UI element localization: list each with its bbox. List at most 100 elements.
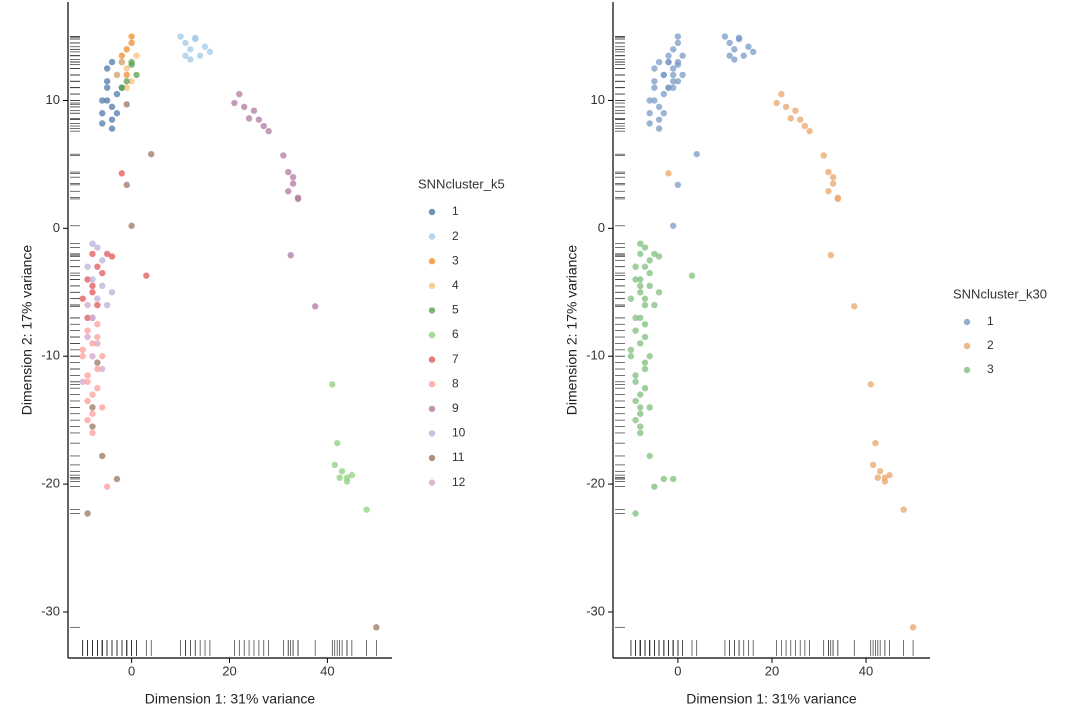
point [646, 282, 653, 290]
point [660, 475, 667, 483]
point [869, 461, 877, 469]
point [632, 372, 639, 379]
point [886, 471, 893, 479]
point [679, 71, 686, 79]
point [231, 99, 238, 107]
point [646, 110, 653, 117]
point [94, 301, 101, 309]
point [731, 46, 738, 53]
point [693, 150, 700, 158]
point [89, 404, 96, 411]
point [108, 103, 116, 111]
point [876, 468, 884, 475]
point [641, 244, 649, 251]
point [688, 272, 696, 279]
y-tick-label: -20 [586, 476, 605, 491]
point [336, 474, 343, 481]
y-axis-label: Dimension 2: 17% variance [19, 245, 35, 416]
legend-marker [963, 318, 971, 326]
point [655, 103, 663, 111]
point [84, 263, 91, 270]
point [84, 314, 91, 322]
point [655, 116, 663, 123]
point [773, 99, 780, 107]
point [829, 180, 837, 187]
point [646, 404, 653, 411]
point [641, 321, 649, 328]
legend-label: 5 [452, 303, 459, 317]
point [679, 52, 686, 59]
legend-label: 1 [987, 314, 994, 328]
point [99, 353, 106, 360]
legend-label: 10 [452, 426, 466, 440]
point [637, 250, 644, 258]
point [99, 97, 106, 104]
point [637, 340, 644, 347]
point [201, 43, 209, 50]
point [825, 168, 832, 176]
point [89, 289, 96, 296]
point [827, 251, 834, 259]
point [637, 276, 644, 283]
point [651, 483, 658, 490]
point [84, 333, 91, 341]
point [79, 353, 86, 360]
legend-label: 3 [452, 253, 459, 267]
point [196, 52, 204, 59]
legend-label: 12 [452, 475, 466, 489]
point [632, 314, 639, 322]
y-axis-label: Dimension 2: 17% variance [564, 245, 580, 416]
legend-marker [428, 208, 436, 216]
point [99, 257, 106, 264]
point [641, 301, 649, 309]
point [363, 506, 370, 513]
point [89, 276, 96, 283]
point [655, 253, 663, 260]
legend-label: 4 [452, 278, 459, 292]
point [900, 506, 907, 513]
point [641, 295, 649, 302]
point [113, 110, 121, 117]
point [128, 39, 135, 47]
point [851, 303, 858, 310]
point [84, 378, 91, 385]
y-tick-label: -30 [41, 603, 60, 618]
point [637, 289, 644, 296]
point [285, 188, 292, 195]
point [236, 90, 243, 98]
point [670, 71, 677, 79]
legend-marker [428, 356, 436, 363]
point [89, 240, 96, 247]
point [651, 78, 658, 85]
point [265, 127, 272, 135]
point [128, 61, 135, 68]
point [79, 295, 86, 302]
point [294, 195, 302, 203]
point [637, 282, 644, 290]
point [311, 303, 319, 310]
point [89, 423, 96, 430]
point [674, 181, 682, 189]
point [94, 340, 101, 347]
point [245, 115, 253, 122]
point [94, 384, 101, 392]
point [792, 107, 799, 114]
point [108, 58, 116, 66]
point [123, 65, 130, 72]
point [108, 253, 116, 260]
point [99, 269, 106, 277]
point [133, 71, 140, 79]
point [280, 152, 287, 159]
point [331, 461, 338, 469]
point [99, 110, 106, 117]
point [881, 478, 889, 485]
point [89, 429, 96, 437]
legend-label: 3 [987, 362, 994, 376]
point [834, 195, 842, 203]
point [99, 282, 106, 290]
point [118, 170, 126, 177]
x-tick-label: 20 [222, 663, 236, 678]
legend-marker [428, 331, 436, 339]
point [94, 365, 101, 373]
